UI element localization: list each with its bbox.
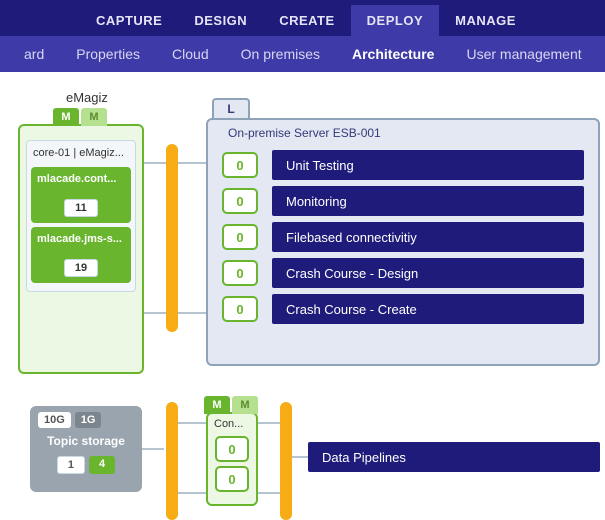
connector-line — [258, 422, 280, 424]
connector-line — [178, 312, 206, 314]
core-title: core-01 | eMagiz... — [31, 145, 131, 163]
storage-panel[interactable]: 10G 1G Topic storage 1 4 — [30, 406, 142, 492]
subtab-properties[interactable]: Properties — [60, 46, 156, 62]
subtab-cloud[interactable]: Cloud — [156, 46, 225, 62]
service-box[interactable]: mlacade.jms-s... 19 — [31, 227, 131, 283]
subtab-ard[interactable]: ard — [8, 46, 60, 62]
m-tab-icon[interactable]: M — [204, 396, 230, 414]
tab-create[interactable]: CREATE — [263, 5, 350, 36]
item-bar[interactable]: Filebased connectivitiy — [272, 222, 584, 252]
connector-line — [178, 422, 206, 424]
l-panel-tab[interactable]: L — [212, 98, 250, 118]
connector-bar — [166, 402, 178, 520]
bottom-item-bar[interactable]: Data Pipelines — [308, 442, 600, 472]
count-pill: 0 — [222, 152, 258, 178]
storage-top: 10G 1G — [30, 406, 142, 430]
con-panel[interactable]: M M Con... 0 0 — [206, 412, 258, 506]
connector-line — [142, 448, 164, 450]
item-bar[interactable]: Crash Course - Create — [272, 294, 584, 324]
tab-manage[interactable]: MANAGE — [439, 5, 532, 36]
tab-deploy[interactable]: DEPLOY — [351, 5, 439, 36]
emagiz-m-tabs: M M — [53, 108, 109, 126]
tab-design[interactable]: DESIGN — [178, 5, 263, 36]
subtab-usermanagement[interactable]: User management — [450, 46, 597, 62]
storage-title: Topic storage — [30, 430, 142, 452]
subtab-onpremises[interactable]: On premises — [225, 46, 336, 62]
service-title: mlacade.jms-s... — [37, 233, 125, 259]
connector-line — [292, 456, 308, 458]
l-panel-row[interactable]: 0 Monitoring — [222, 186, 598, 216]
connector-line — [178, 162, 206, 164]
storage-chip: 1G — [75, 412, 102, 428]
con-m-tabs: M M — [204, 396, 260, 414]
connector-line — [144, 162, 166, 164]
core-box[interactable]: core-01 | eMagiz... mlacade.cont... 11 m… — [26, 140, 136, 292]
subtab-architecture[interactable]: Architecture — [336, 46, 450, 62]
storage-bottom: 1 4 — [30, 452, 142, 478]
m-tab-icon[interactable]: M — [232, 396, 258, 414]
tab-capture[interactable]: CAPTURE — [80, 5, 178, 36]
m-tab-icon[interactable]: M — [81, 108, 107, 126]
item-bar[interactable]: Monitoring — [272, 186, 584, 216]
l-panel-header: On-premise Server ESB-001 — [208, 120, 598, 144]
l-panel-row[interactable]: 0 Crash Course - Design — [222, 258, 598, 288]
service-count: 11 — [64, 199, 98, 217]
storage-cell: 4 — [89, 456, 115, 474]
connector-line — [178, 492, 206, 494]
l-panel-row[interactable]: 0 Unit Testing — [222, 150, 598, 180]
connector-bar — [166, 144, 178, 332]
count-pill: 0 — [222, 296, 258, 322]
count-pill: 0 — [222, 188, 258, 214]
service-box[interactable]: mlacade.cont... 11 — [31, 167, 131, 223]
connector-line — [144, 312, 166, 314]
connector-bar — [280, 402, 292, 520]
l-panel-row[interactable]: 0 Crash Course - Create — [222, 294, 598, 324]
diagram-canvas: eMagiz M M core-01 | eMagiz... mlacade.c… — [0, 72, 605, 520]
count-pill: 0 — [222, 260, 258, 286]
count-pill: 0 — [222, 224, 258, 250]
con-title: Con... — [208, 414, 256, 432]
service-title: mlacade.cont... — [37, 173, 125, 199]
service-count: 19 — [64, 259, 98, 277]
connector-line — [258, 492, 280, 494]
con-count-box: 0 — [215, 466, 249, 492]
item-bar[interactable]: Crash Course - Design — [272, 258, 584, 288]
storage-chip: 10G — [38, 412, 71, 428]
m-tab-icon[interactable]: M — [53, 108, 79, 126]
con-count-box: 0 — [215, 436, 249, 462]
emagiz-label: eMagiz — [66, 90, 108, 105]
storage-cell: 1 — [57, 456, 85, 474]
emagiz-panel[interactable]: M M core-01 | eMagiz... mlacade.cont... … — [18, 124, 144, 374]
top-nav: CAPTURE DESIGN CREATE DEPLOY MANAGE — [0, 0, 605, 36]
l-panel[interactable]: On-premise Server ESB-001 0 Unit Testing… — [206, 118, 600, 366]
sub-nav: ard Properties Cloud On premises Archite… — [0, 36, 605, 72]
item-bar[interactable]: Unit Testing — [272, 150, 584, 180]
l-panel-row[interactable]: 0 Filebased connectivitiy — [222, 222, 598, 252]
